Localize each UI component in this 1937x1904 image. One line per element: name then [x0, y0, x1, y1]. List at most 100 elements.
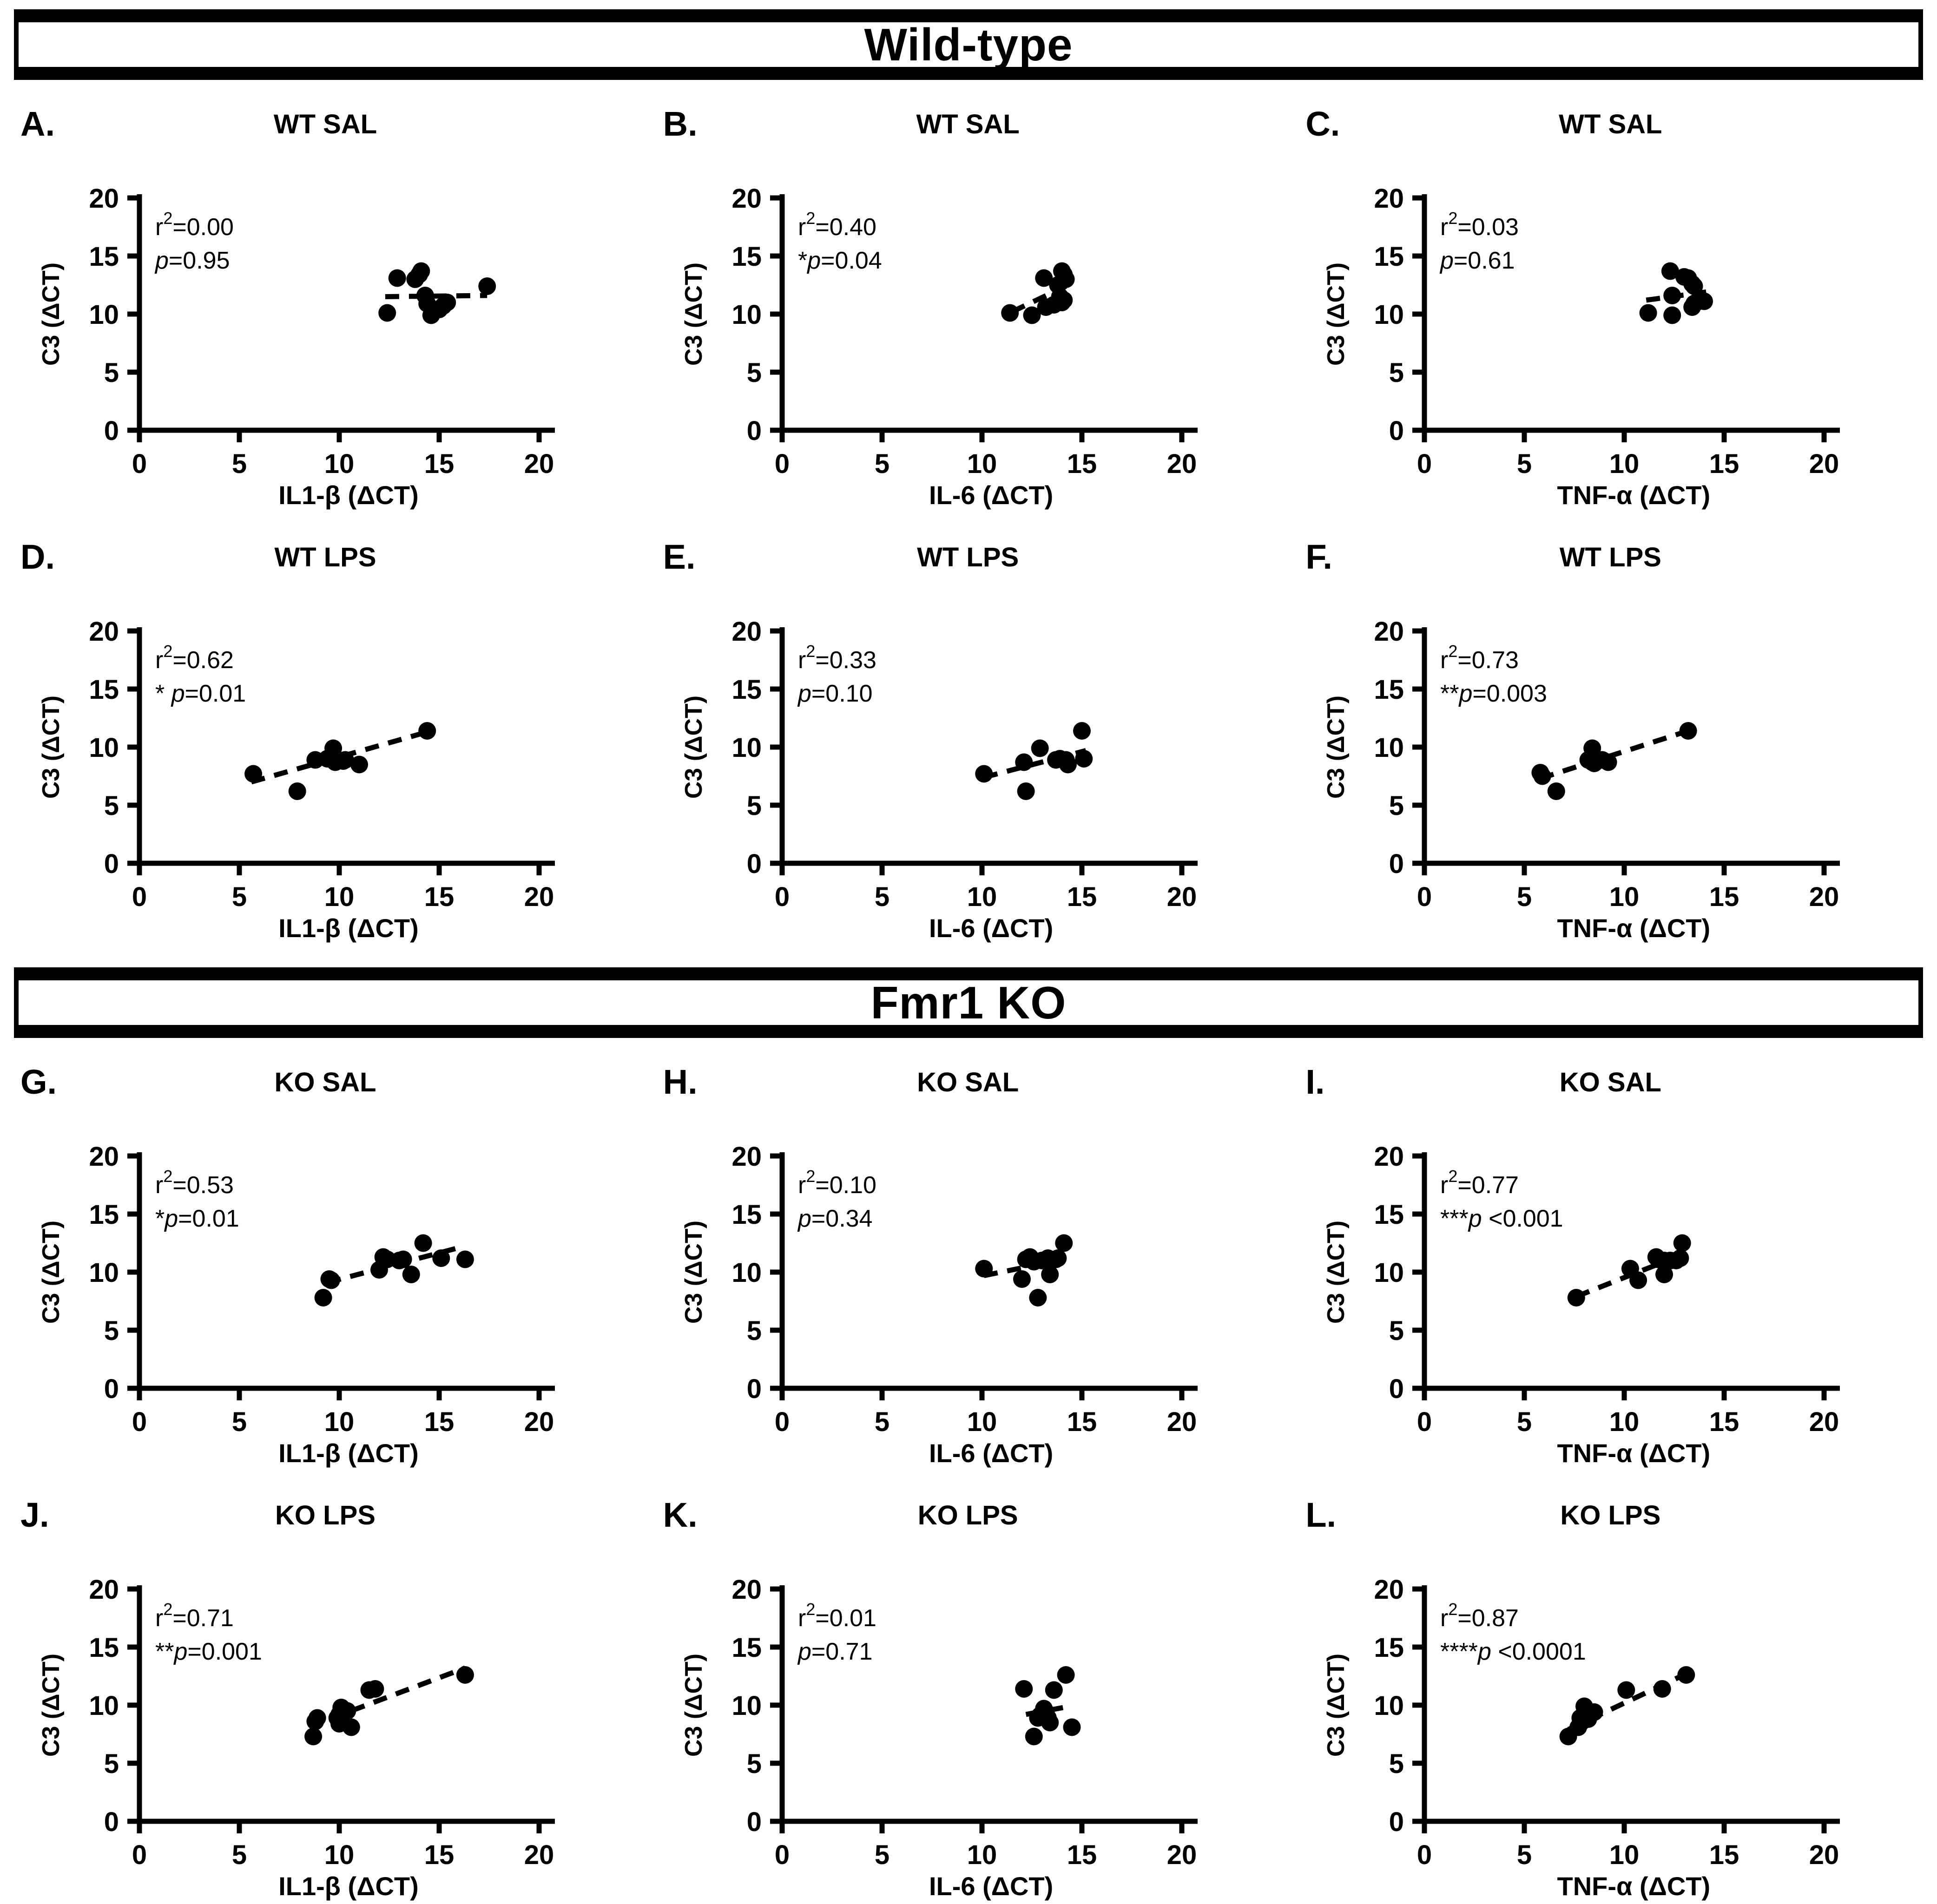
panel-letter: I. — [1305, 1063, 1325, 1101]
panel-D-head: D. WT LPS — [5, 537, 647, 580]
x-tick-label: 20 — [1809, 1407, 1839, 1437]
y-tick-label: 10 — [731, 1258, 762, 1288]
scatter-chart: 0 5 10 15 20 0 5 10 15 20 r2=0.53 *p=0.01 — [89, 1142, 555, 1437]
r2-annotation: r2=0.87 — [1440, 1600, 1519, 1632]
data-point — [1049, 1249, 1067, 1267]
y-tick-label: 20 — [731, 1575, 762, 1605]
panel-title: KO SAL — [274, 1067, 376, 1097]
panel-title: KO LPS — [917, 1500, 1018, 1530]
panel-title: KO LPS — [275, 1500, 376, 1530]
data-point — [1655, 1266, 1673, 1283]
panel-letter: L. — [1305, 1496, 1337, 1534]
panel-K: K. KO LPS C3 (ΔCT) 0 5 10 15 20 0 5 10 15 20 r2=0.… — [647, 1495, 1290, 1904]
x-tick-label: 10 — [324, 1840, 355, 1870]
data-point — [456, 1666, 474, 1684]
data-point — [1001, 304, 1019, 322]
panel-title: KO SAL — [917, 1067, 1019, 1097]
data-point — [1045, 1681, 1063, 1699]
x-tick-label: 15 — [424, 449, 455, 479]
y-axis-label: C3 (ΔCT) — [38, 695, 65, 799]
scatter-chart: 0 5 10 15 20 0 5 10 15 20 r2=0.10 p=0.34 — [731, 1142, 1198, 1437]
x-axis-label: IL-6 (ΔCT) — [929, 480, 1054, 510]
x-axis-label: TNF-α (ΔCT) — [1557, 1438, 1711, 1468]
data-point — [1025, 1727, 1043, 1746]
x-axis-label: TNF-α (ΔCT) — [1557, 1871, 1711, 1901]
panel-H-head: H. KO SAL — [647, 1062, 1290, 1105]
y-tick-label: 15 — [89, 1633, 119, 1663]
r2-annotation: r2=0.77 — [1440, 1167, 1519, 1199]
panel-E-head: E. WT LPS — [647, 537, 1290, 580]
y-axis-label: C3 (ΔCT) — [1323, 695, 1350, 799]
y-tick-label: 10 — [731, 1691, 762, 1721]
x-tick-label: 20 — [1809, 1840, 1839, 1870]
scatter-chart: 0 5 10 15 20 0 5 10 15 20 r2=0.33 p=0.10 — [731, 617, 1198, 912]
data-point — [342, 1718, 360, 1736]
y-tick-label: 15 — [731, 1200, 762, 1230]
y-tick-label: 20 — [1374, 617, 1404, 647]
plot-area: C3 (ΔCT) 0 5 10 15 20 0 5 10 15 20 r2=0.62 * p=0.01 — [33, 580, 623, 912]
x-tick-label: 0 — [132, 449, 147, 479]
fmr1-ko-header: Fmr1 KO — [14, 967, 1923, 1038]
plot-area: C3 (ΔCT) 0 5 10 15 20 0 5 10 15 20 r2=0.01 p=0.71 — [675, 1538, 1265, 1870]
scatter-chart: 0 5 10 15 20 0 5 10 15 20 r2=0.71 **p=0.001 — [89, 1575, 555, 1870]
x-tick-label: 0 — [775, 449, 790, 479]
scatter-chart: 0 5 10 15 20 0 5 10 15 20 r2=0.73 **p=0.003 — [1374, 617, 1840, 912]
y-tick-label: 5 — [1389, 1749, 1404, 1779]
x-tick-label: 5 — [875, 449, 889, 479]
y-tick-label: 5 — [104, 358, 119, 388]
x-tick-label: 0 — [1417, 449, 1432, 479]
y-axis-label: C3 (ΔCT) — [38, 1220, 65, 1324]
x-tick-label: 20 — [1166, 1407, 1197, 1437]
x-tick-label: 15 — [1709, 882, 1739, 912]
y-axis-label: C3 (ΔCT) — [680, 695, 707, 799]
data-point — [378, 304, 396, 322]
y-tick-label: 20 — [1374, 1575, 1404, 1605]
panel-D: D. WT LPS C3 (ΔCT) 0 5 10 15 20 0 5 10 15 20 r2=0.… — [5, 537, 647, 946]
y-tick-label: 10 — [1374, 1258, 1404, 1288]
x-tick-label: 10 — [967, 449, 997, 479]
data-point — [1059, 755, 1077, 774]
x-tick-label: 5 — [1517, 1840, 1532, 1870]
x-tick-label: 0 — [132, 1407, 147, 1437]
x-tick-label: 5 — [1517, 882, 1532, 912]
plot-area: C3 (ΔCT) 0 5 10 15 20 0 5 10 15 20 r2=0.77 ***p <0.… — [1318, 1105, 1908, 1437]
x-tick-label: 20 — [524, 882, 554, 912]
panel-title: KO LPS — [1560, 1500, 1661, 1530]
x-axis-label: TNF-α (ΔCT) — [1557, 480, 1711, 510]
x-tick-label: 5 — [232, 1407, 247, 1437]
x-tick-label: 0 — [775, 1840, 790, 1870]
y-tick-label: 20 — [731, 184, 762, 214]
x-tick-label: 0 — [775, 882, 790, 912]
data-point — [1015, 753, 1033, 771]
p-annotation: p=0.61 — [1439, 247, 1515, 274]
r2-annotation: r2=0.62 — [155, 642, 234, 674]
data-point — [1583, 739, 1601, 757]
panel-letter: A. — [20, 105, 55, 143]
data-point — [1041, 1714, 1059, 1732]
x-axis-label: IL-6 (ΔCT) — [929, 1438, 1054, 1468]
panel-A: A. WT SAL C3 (ΔCT) 0 5 10 15 20 0 5 10 15 20 r2=0.… — [5, 104, 647, 513]
panel-J-head: J. KO LPS — [5, 1495, 647, 1538]
data-point — [418, 722, 436, 740]
y-tick-label: 0 — [1389, 849, 1404, 879]
panel-C-head: C. WT SAL — [1290, 104, 1932, 147]
y-tick-label: 0 — [746, 416, 761, 446]
data-point — [1661, 262, 1680, 280]
x-tick-label: 0 — [1417, 1840, 1432, 1870]
data-point — [1673, 1234, 1692, 1252]
data-point — [1671, 1249, 1689, 1267]
y-tick-label: 5 — [746, 1749, 761, 1779]
x-tick-label: 15 — [1067, 449, 1097, 479]
data-point — [414, 1234, 432, 1252]
panel-B-head: B. WT SAL — [647, 104, 1290, 147]
data-point — [388, 269, 406, 287]
data-point — [308, 1709, 326, 1727]
y-tick-label: 5 — [1389, 358, 1404, 388]
y-tick-label: 5 — [1389, 791, 1404, 821]
plot-area: C3 (ΔCT) 0 5 10 15 20 0 5 10 15 20 r2=0.71 **p=0.00… — [33, 1538, 623, 1870]
y-tick-label: 10 — [89, 733, 119, 763]
data-point — [1054, 291, 1073, 309]
trend-line — [983, 1257, 1065, 1278]
y-axis-label: C3 (ΔCT) — [38, 1653, 65, 1757]
r2-annotation: r2=0.71 — [155, 1600, 234, 1632]
